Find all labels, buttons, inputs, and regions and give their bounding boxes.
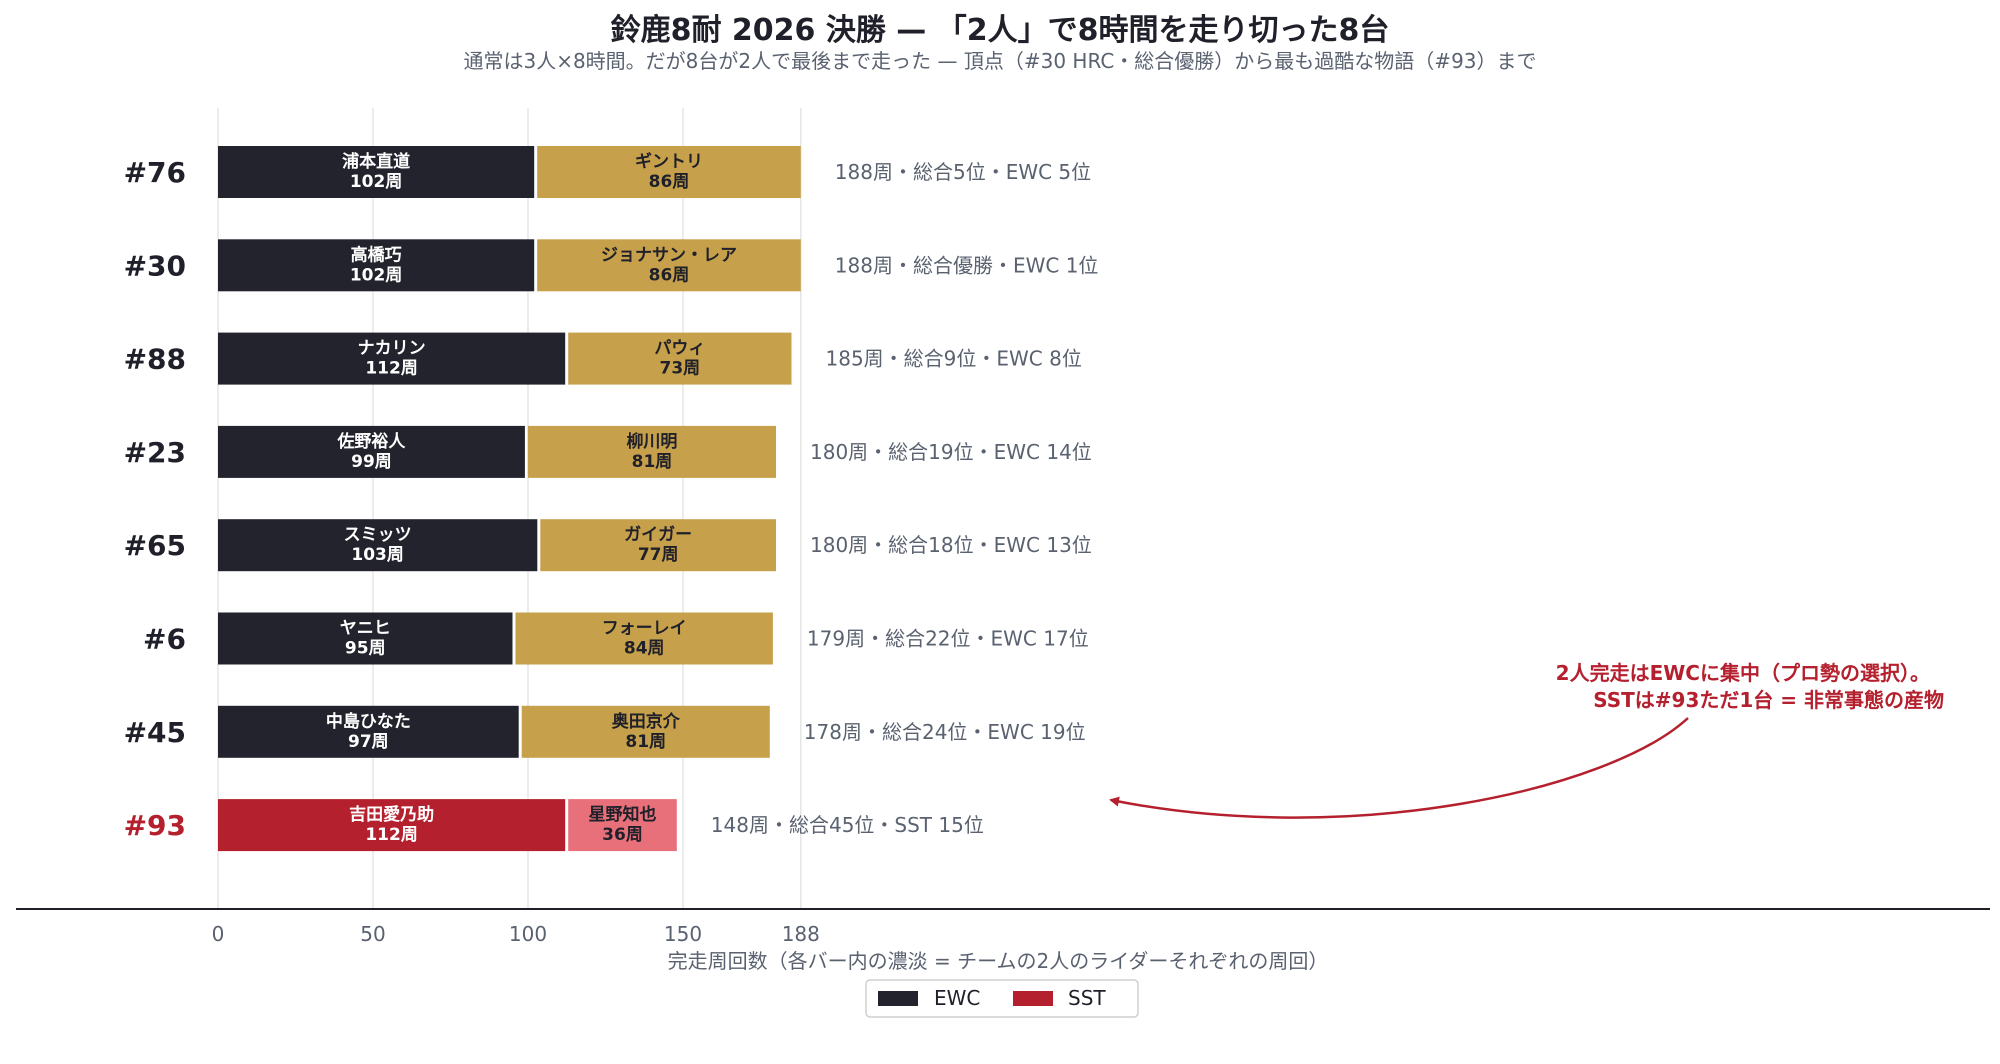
bar-segment-rider-1: [218, 705, 519, 758]
team-labels: #76 #30 #88 #23 #65 #6 #45 #93: [124, 156, 186, 842]
legend-label-ewc: EWC: [934, 986, 980, 1010]
legend: EWC SST: [865, 979, 1139, 1018]
team-label: #65: [124, 529, 186, 562]
rider-2-laps: 86周: [649, 265, 690, 285]
rider-1-laps: 102周: [350, 265, 403, 285]
row-note: 185周・総合9位・EWC 8位: [826, 347, 1082, 371]
bar-segment-rider-1: [218, 146, 535, 198]
rider-2-laps: 36周: [602, 825, 643, 845]
x-tick-label: 0: [212, 922, 225, 946]
x-axis-ticks: 0 50 100 150 188: [212, 922, 820, 946]
bar-segment-rider-2: [537, 146, 801, 198]
x-tick-label: 100: [509, 922, 547, 946]
rider-1-name: ナカリン: [358, 339, 426, 359]
rider-2-name: フォーレイ: [602, 619, 687, 639]
rider-1-name: 吉田愛乃助: [349, 804, 434, 825]
team-label: #45: [124, 716, 186, 749]
row-note: 178周・総合24位・EWC 19位: [804, 720, 1086, 744]
bar-segment-rider-1: [218, 799, 566, 852]
bar-segment-rider-2: [540, 519, 776, 572]
rider-2-name: ガイガー: [624, 525, 692, 545]
rider-1-laps: 112周: [365, 359, 418, 379]
bar-segment-rider-2: [568, 799, 677, 852]
bar-segment-rider-2: [527, 425, 776, 478]
rider-2-name: 奥田京介: [612, 711, 681, 732]
legend-swatch-ewc: [878, 991, 918, 1006]
rider-2-laps: 84周: [624, 639, 665, 659]
legend-swatch-sst: [1013, 991, 1053, 1006]
rider-1-name: ヤニヒ: [340, 619, 391, 639]
chart-subtitle: 通常は3人×8時間。だが8台が2人で最後まで走った — 頂点（#30 HRC・総…: [463, 49, 1536, 73]
rider-2-laps: 73周: [660, 359, 701, 379]
bar-segment-rider-1: [218, 425, 525, 478]
rider-2-laps: 77周: [638, 545, 679, 565]
rider-2-laps: 81周: [625, 732, 666, 752]
team-label: #6: [143, 623, 186, 656]
rider-1-laps: 112周: [365, 825, 418, 845]
x-axis-label: 完走周回数（各バー内の濃淡 = チームの2人のライダーそれぞれの周回）: [668, 949, 1329, 973]
row-notes: 188周・総合5位・EWC 5位 188周・総合優勝・EWC 1位 185周・総合9…: [711, 160, 1099, 837]
rider-2-name: 柳川明: [626, 431, 677, 452]
rider-2-name: 星野知也: [589, 804, 657, 825]
bar-segment-rider-1: [218, 612, 513, 665]
rider-2-name: パウィ: [654, 339, 705, 359]
rider-2-name: ジョナサン・レア: [601, 245, 737, 265]
bar-segment-rider-2: [515, 612, 773, 665]
rider-1-laps: 95周: [345, 639, 386, 659]
bar-segment-rider-1: [218, 239, 535, 292]
rider-1-name: スミッツ: [344, 525, 412, 545]
row-note: 188周・総合5位・EWC 5位: [835, 160, 1091, 184]
row-note: 180周・総合19位・EWC 14位: [810, 440, 1092, 464]
legend-label-sst: SST: [1068, 986, 1106, 1010]
row-note: 180周・総合18位・EWC 13位: [810, 533, 1092, 557]
row-note: 188周・総合優勝・EWC 1位: [835, 253, 1099, 277]
annotation-line-2: SSTは#93ただ1台 = 非常事態の産物: [1593, 688, 1944, 712]
annotation-line-1: 2人完走はEWCに集中（プロ勢の選択）。: [1556, 661, 1930, 685]
rider-1-name: 中島ひなた: [326, 711, 411, 732]
bar-segment-rider-2: [568, 332, 792, 385]
annotation: 2人完走はEWCに集中（プロ勢の選択）。 SSTは#93ただ1台 = 非常事態の…: [1109, 661, 1944, 819]
rider-2-laps: 81周: [632, 452, 673, 472]
rider-2-name: ギントリ: [635, 152, 703, 172]
team-label: #93: [124, 809, 186, 842]
rider-2-laps: 86周: [649, 172, 690, 192]
legend-frame: [865, 979, 1139, 1018]
bar-segment-rider-2: [521, 705, 770, 758]
team-label: #76: [124, 156, 186, 189]
x-tick-label: 150: [664, 922, 702, 946]
x-tick-label: 50: [360, 922, 385, 946]
row-note: 148周・総合45位・SST 15位: [711, 813, 984, 837]
gridlines: [217, 108, 802, 909]
row-note: 179周・総合22位・EWC 17位: [807, 627, 1089, 651]
rider-1-name: 浦本直道: [342, 151, 410, 172]
team-label: #88: [124, 343, 186, 376]
rider-1-laps: 97周: [348, 732, 389, 752]
chart-title: 鈴鹿8耐 2026 決勝 — 「2人」で8時間を走り切った8台: [611, 13, 1390, 48]
team-label: #23: [124, 436, 186, 469]
rider-1-name: 高橋巧: [351, 244, 402, 265]
bars: 浦本直道102周ギントリ86周高橋巧102周ジョナサン・レア86周ナカリン112…: [218, 146, 801, 852]
rider-1-laps: 102周: [350, 172, 403, 192]
team-label: #30: [124, 249, 186, 282]
x-tick-label: 188: [782, 922, 820, 946]
rider-1-name: 佐野裕人: [336, 431, 406, 452]
rider-1-laps: 103周: [351, 545, 404, 565]
bar-segment-rider-2: [537, 239, 801, 292]
annotation-arrow: [1109, 717, 1689, 819]
bar-segment-rider-1: [218, 332, 566, 385]
bar-segment-rider-1: [218, 519, 538, 572]
rider-1-laps: 99周: [351, 452, 392, 472]
